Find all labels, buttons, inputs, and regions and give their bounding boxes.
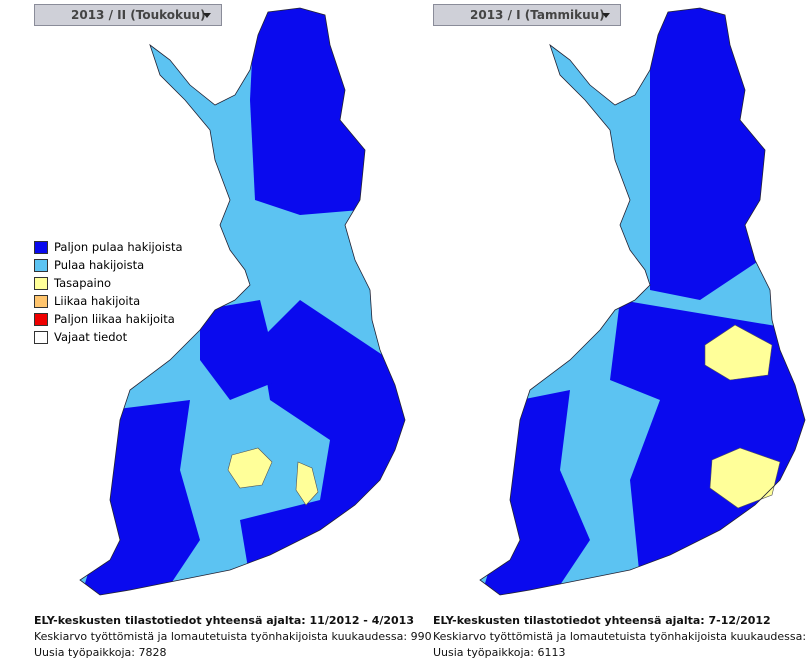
footer-title: ELY-keskusten tilastotiedot yhteensä aja…	[433, 614, 771, 627]
legend-item: Paljon liikaa hakijoita	[34, 310, 183, 328]
legend-label: Vajaat tiedot	[54, 330, 128, 344]
legend-item: Paljon pulaa hakijoista	[34, 238, 183, 256]
legend-item: Liikaa hakijoita	[34, 292, 183, 310]
footer-line: Uusia työpaikkoja: 7828	[34, 646, 167, 659]
footer-line: Keskiarvo työttömistä ja lomautetuista t…	[34, 630, 432, 643]
legend-swatch	[34, 294, 48, 308]
footer-line: Uusia työpaikkoja: 6113	[433, 646, 566, 659]
legend-label: Paljon pulaa hakijoista	[54, 240, 183, 254]
map-right	[479, 7, 806, 596]
footer-line: Keskiarvo työttömistä ja lomautetuista t…	[433, 630, 810, 643]
legend-label: Paljon liikaa hakijoita	[54, 312, 175, 326]
legend-swatch	[34, 330, 48, 344]
legend: Paljon pulaa hakijoista Pulaa hakijoista T…	[34, 238, 183, 346]
period-dropdown[interactable]: 2013 / I (Tammikuu)	[433, 4, 621, 26]
footer: ELY-keskusten tilastotiedot yhteensä aja…	[34, 613, 432, 661]
period-dropdown[interactable]: 2013 / II (Toukokuu)	[34, 4, 222, 26]
legend-swatch	[34, 258, 48, 272]
legend-item: Tasapaino	[34, 274, 183, 292]
footer: ELY-keskusten tilastotiedot yhteensä aja…	[433, 613, 810, 661]
footer-title: ELY-keskusten tilastotiedot yhteensä aja…	[34, 614, 414, 627]
legend-item: Vajaat tiedot	[34, 328, 183, 346]
legend-label: Pulaa hakijoista	[54, 258, 145, 272]
legend-swatch	[34, 312, 48, 326]
legend-swatch	[34, 240, 48, 254]
legend-item: Pulaa hakijoista	[34, 256, 183, 274]
legend-label: Liikaa hakijoita	[54, 294, 141, 308]
legend-swatch	[34, 276, 48, 290]
legend-label: Tasapaino	[54, 276, 112, 290]
